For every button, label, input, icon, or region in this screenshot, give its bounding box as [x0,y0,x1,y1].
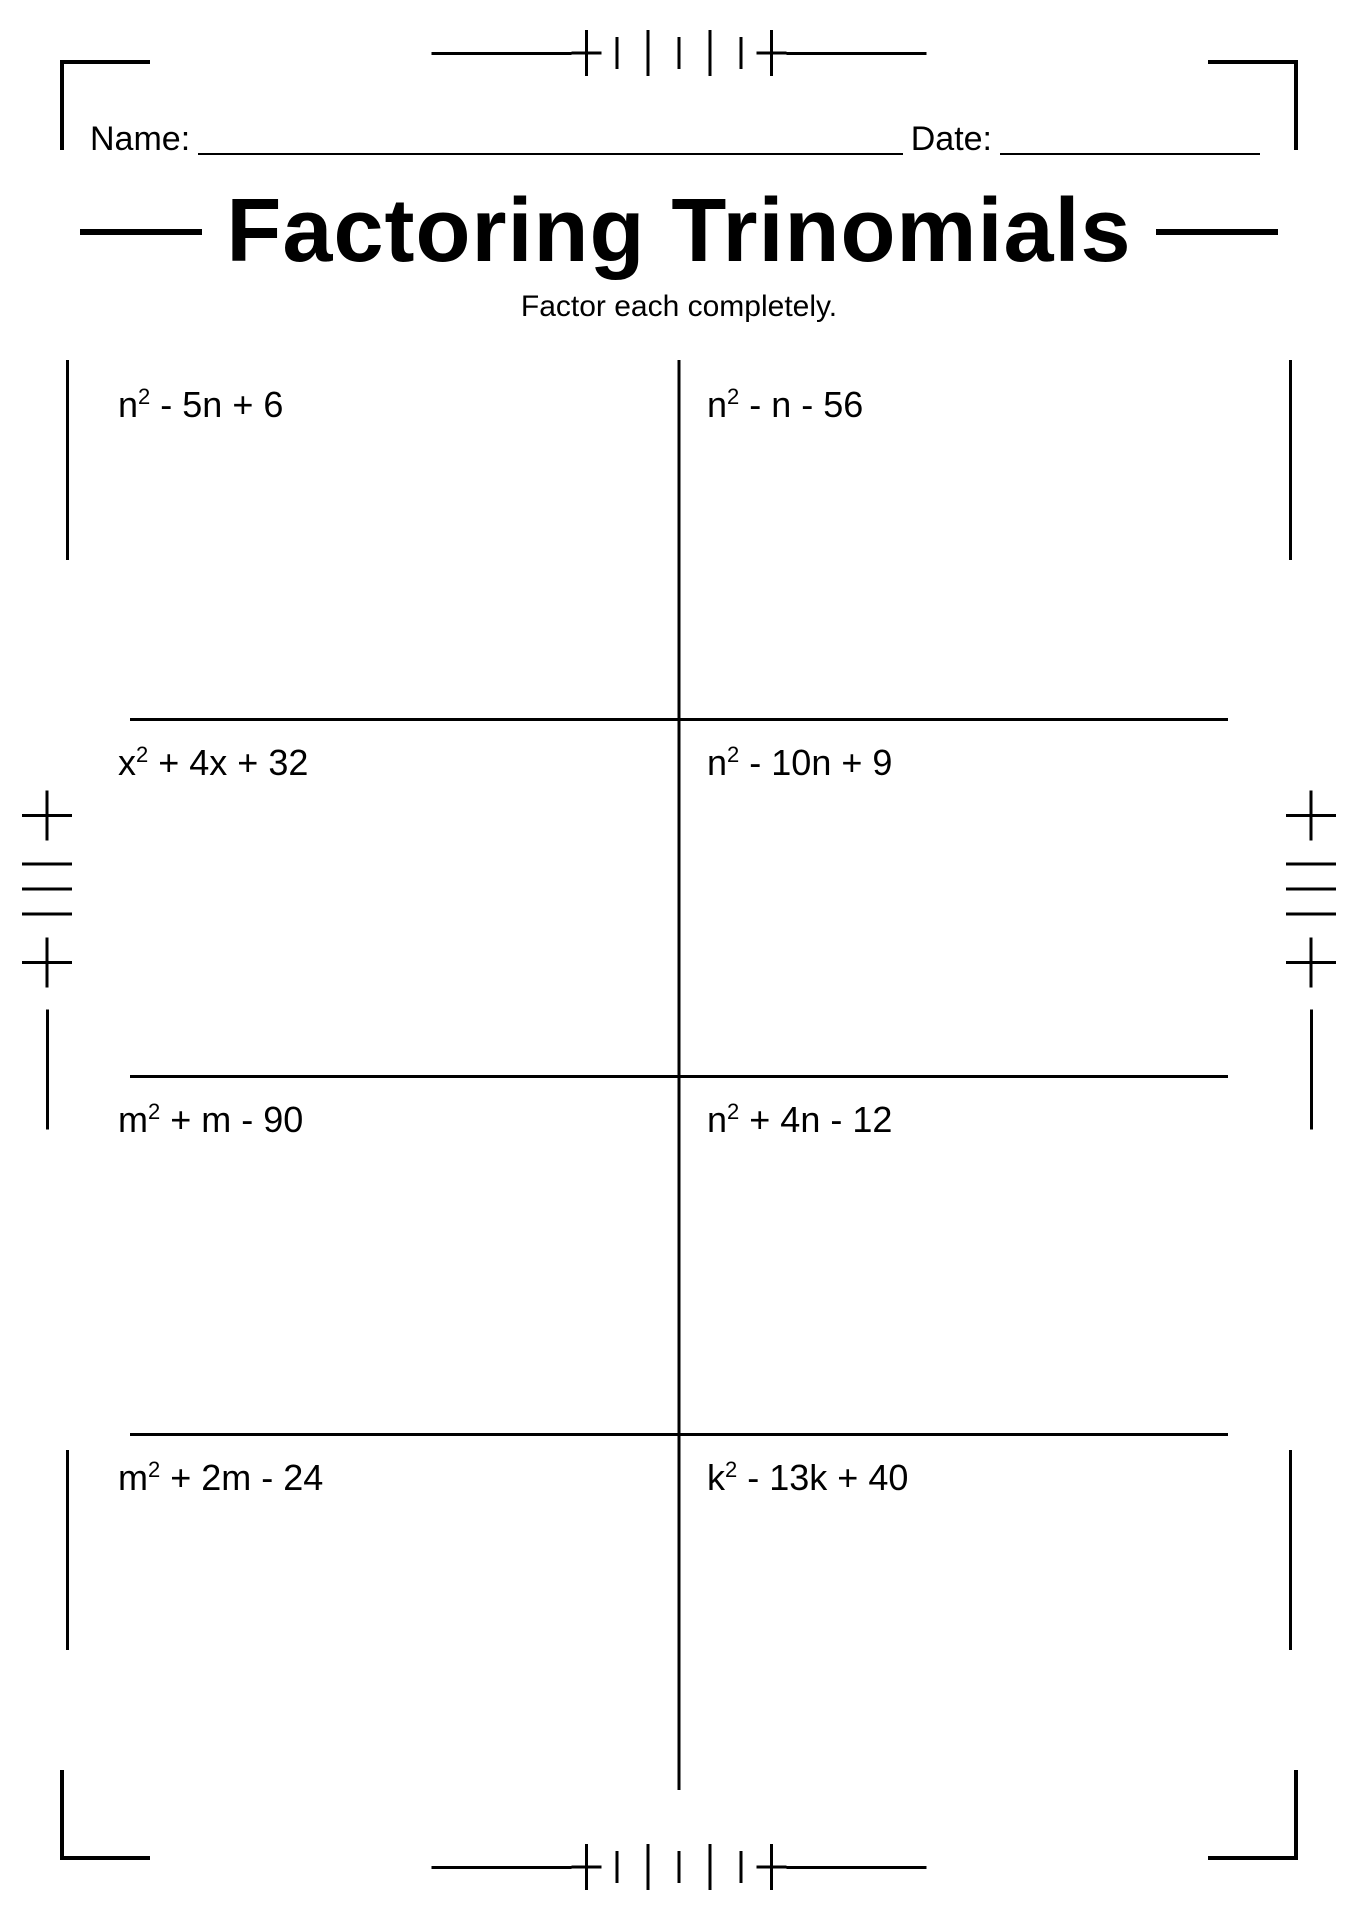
date-input-line[interactable] [1000,121,1260,155]
bottom-decoration [432,1844,927,1890]
title-row: Factoring Trinomials [80,180,1278,283]
problem-cell: n2 - 10n + 9 [679,718,1268,1076]
trinomial-expression: n2 - n - 56 [707,384,1240,426]
trinomial-expression: x2 + 4x + 32 [118,742,651,784]
date-label: Date: [911,120,992,159]
problem-cell: x2 + 4x + 32 [90,718,679,1076]
accent-line [1289,1450,1292,1650]
trinomial-expression: n2 + 4n - 12 [707,1099,1240,1141]
trinomial-expression: k2 - 13k + 40 [707,1457,1240,1499]
problem-cell: k2 - 13k + 40 [679,1433,1268,1791]
title-rule-right [1156,229,1278,235]
left-decoration [22,791,72,1130]
right-decoration [1286,791,1336,1130]
name-label: Name: [90,120,190,159]
accent-line [1289,360,1292,560]
name-input-line[interactable] [198,121,903,155]
problem-cell: n2 + 4n - 12 [679,1075,1268,1433]
problem-grid: n2 - 5n + 6 n2 - n - 56 x2 + 4x + 32 n2 - 1… [90,360,1268,1790]
problem-cell: n2 - 5n + 6 [90,360,679,718]
problem-area: n2 - 5n + 6 n2 - n - 56 x2 + 4x + 32 n2 - 1… [90,360,1268,1790]
trinomial-expression: n2 - 5n + 6 [118,384,651,426]
title-rule-left [80,229,202,235]
trinomial-expression: m2 + 2m - 24 [118,1457,651,1499]
page-title: Factoring Trinomials [202,180,1155,283]
trinomial-expression: m2 + m - 90 [118,1099,651,1141]
top-decoration [432,30,927,76]
accent-line [66,1450,69,1650]
problem-cell: m2 + 2m - 24 [90,1433,679,1791]
page-subtitle: Factor each completely. [0,290,1358,324]
accent-line [66,360,69,560]
problem-cell: n2 - n - 56 [679,360,1268,718]
trinomial-expression: n2 - 10n + 9 [707,742,1240,784]
worksheet-page: Name: Date: Factoring Trinomials Factor … [0,0,1358,1920]
problem-cell: m2 + m - 90 [90,1075,679,1433]
header-fields: Name: Date: [90,120,1268,159]
